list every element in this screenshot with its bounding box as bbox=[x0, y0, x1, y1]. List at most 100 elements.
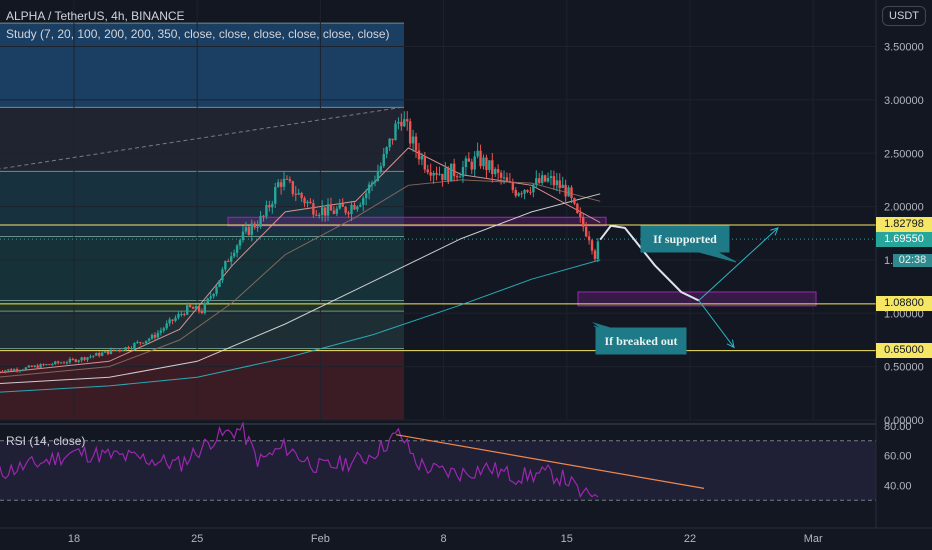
candle-body bbox=[142, 342, 145, 344]
candle-body bbox=[250, 223, 253, 235]
fib-zone bbox=[0, 23, 404, 108]
candle-body bbox=[543, 175, 547, 182]
candle-body bbox=[570, 187, 573, 199]
candle-body bbox=[139, 342, 142, 344]
candle-body bbox=[420, 156, 424, 160]
candle-body bbox=[241, 231, 245, 241]
candle-body bbox=[12, 369, 16, 371]
candle-body bbox=[535, 178, 538, 185]
candle-body bbox=[100, 352, 104, 356]
candle-body bbox=[62, 362, 66, 364]
candle-body bbox=[438, 173, 441, 175]
candle-body bbox=[162, 328, 165, 331]
candle-body bbox=[130, 348, 133, 350]
candle-body bbox=[364, 193, 368, 199]
candle-body bbox=[54, 361, 57, 365]
candle-body bbox=[253, 223, 256, 228]
candle-body bbox=[21, 369, 25, 371]
candle-body bbox=[36, 365, 39, 368]
candle-body bbox=[80, 357, 83, 361]
candle-body bbox=[564, 184, 567, 197]
candle-body bbox=[359, 204, 362, 207]
candle-body bbox=[188, 305, 192, 307]
candle-body bbox=[593, 250, 597, 260]
candle-body bbox=[121, 350, 124, 352]
candle-body bbox=[103, 351, 107, 353]
resistance-zone bbox=[227, 216, 607, 227]
moving-average-line bbox=[0, 179, 601, 378]
projection-down-arrow bbox=[698, 300, 735, 348]
candle-body bbox=[218, 280, 221, 287]
candle-body bbox=[244, 227, 248, 232]
candle-body bbox=[147, 338, 151, 341]
candle-body bbox=[288, 179, 292, 182]
rsi-trend-line bbox=[395, 434, 705, 489]
candle-body bbox=[441, 173, 444, 181]
candle-body bbox=[203, 303, 207, 314]
rsi-tick-label: 60.00 bbox=[884, 451, 912, 463]
candle-body bbox=[353, 204, 356, 210]
candle-body bbox=[183, 313, 186, 315]
callout-tail bbox=[592, 322, 612, 328]
candle-body bbox=[350, 204, 353, 215]
candle-body bbox=[271, 203, 274, 208]
candle-body bbox=[115, 349, 119, 351]
candle-body bbox=[376, 172, 380, 181]
candle-body bbox=[338, 203, 341, 209]
price-tag: 0.65000 bbox=[876, 343, 932, 359]
currency-unit-button[interactable]: USDT bbox=[882, 6, 926, 26]
moving-average-line bbox=[0, 193, 601, 385]
candle-body bbox=[403, 119, 406, 127]
candle-body bbox=[256, 226, 259, 228]
time-tick-label: 8 bbox=[441, 533, 447, 545]
candle-body bbox=[268, 205, 271, 208]
candle-body bbox=[209, 296, 212, 299]
projection-down-arrow-head bbox=[726, 339, 735, 349]
candle-body bbox=[452, 163, 456, 177]
candle-body bbox=[309, 201, 312, 204]
price-tick-label: 2.00000 bbox=[884, 202, 924, 214]
candle-body bbox=[48, 364, 51, 366]
candle-body bbox=[426, 169, 429, 173]
candle-body bbox=[523, 189, 526, 194]
candle-body bbox=[180, 313, 183, 315]
candle-body bbox=[406, 119, 409, 122]
candle-body bbox=[411, 136, 415, 144]
rsi-tick-label: 80.00 bbox=[884, 421, 912, 433]
candle-body bbox=[467, 158, 471, 162]
if-breaked-out-callout: If breaked out bbox=[604, 334, 678, 348]
candle-body bbox=[238, 240, 242, 246]
candle-body bbox=[106, 351, 110, 354]
candle-body bbox=[526, 189, 529, 192]
candle-body bbox=[347, 212, 350, 215]
candle-body bbox=[297, 193, 300, 195]
price-tick-label: 0.00000 bbox=[884, 415, 924, 427]
candle-body bbox=[511, 182, 515, 191]
candle-body bbox=[423, 156, 427, 170]
candle-body bbox=[318, 214, 321, 216]
price-tag: 1.82798 bbox=[876, 217, 932, 233]
candle-body bbox=[56, 361, 60, 363]
candle-body bbox=[265, 205, 268, 217]
candle-body bbox=[83, 357, 86, 360]
candle-body bbox=[414, 136, 418, 151]
candle-body bbox=[171, 319, 174, 321]
candle-body bbox=[221, 269, 224, 281]
candle-body bbox=[156, 332, 160, 338]
candle-body bbox=[496, 169, 500, 173]
candle-body bbox=[1, 371, 4, 373]
candle-body bbox=[194, 306, 198, 309]
dashed-trend-line bbox=[0, 106, 402, 170]
candle-body bbox=[432, 172, 435, 176]
bar-countdown: 02:38 bbox=[893, 254, 932, 267]
candle-body bbox=[282, 178, 286, 187]
candle-body bbox=[191, 306, 195, 309]
candle-body bbox=[479, 150, 482, 167]
candle-body bbox=[89, 356, 92, 358]
candle-body bbox=[65, 362, 69, 364]
candle-body bbox=[552, 176, 556, 186]
candle-body bbox=[235, 245, 239, 253]
fib-zone bbox=[0, 300, 404, 312]
candle-body bbox=[458, 176, 462, 178]
